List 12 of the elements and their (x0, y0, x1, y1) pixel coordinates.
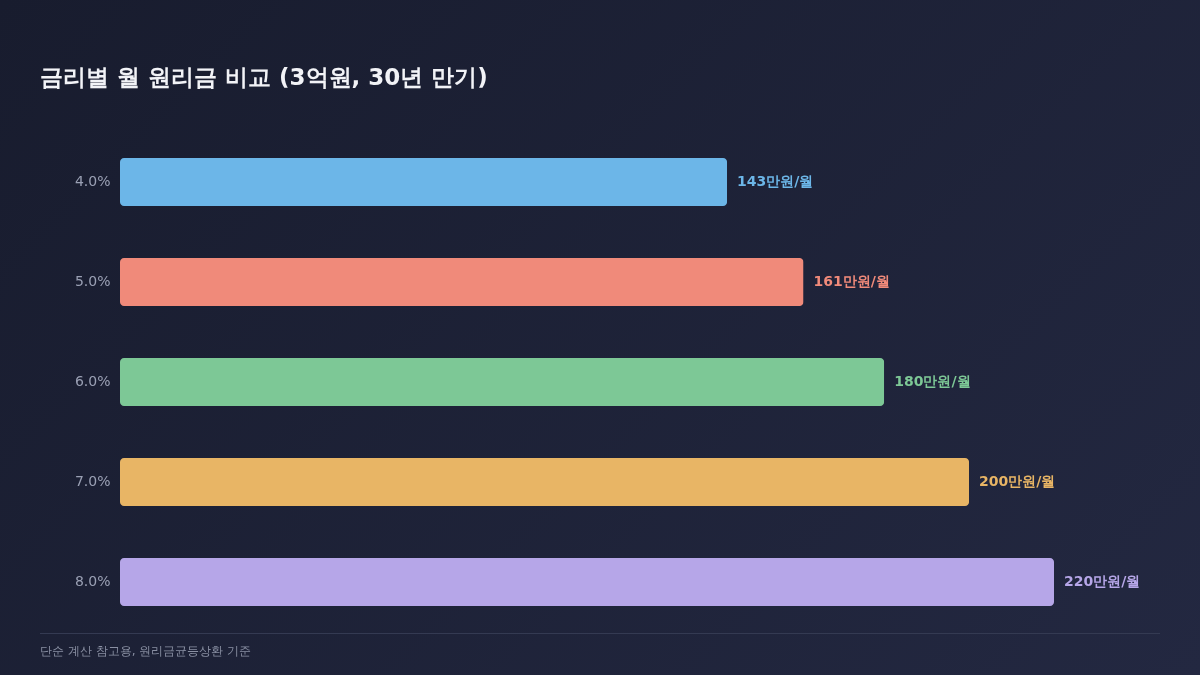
data-label: 180만원/월 (894, 373, 971, 389)
y-tick-label: 4.0% (74, 173, 111, 189)
data-label: 200만원/월 (979, 473, 1056, 489)
chart-title: 금리별 월 원리금 비교 (3억원, 30년 만기) (40, 63, 488, 92)
y-tick-label: 6.0% (74, 373, 111, 389)
y-tick-label: 5.0% (74, 273, 111, 289)
data-label: 161만원/월 (813, 273, 890, 289)
data-label: 220만원/월 (1064, 573, 1141, 589)
data-label: 143만원/월 (737, 173, 814, 189)
text: 단순 계산 참고용, 원리금균등상환 기준 (40, 633, 1160, 660)
y-tick-label: 7.0% (74, 473, 111, 489)
y-tick-label: 8.0% (74, 573, 111, 589)
